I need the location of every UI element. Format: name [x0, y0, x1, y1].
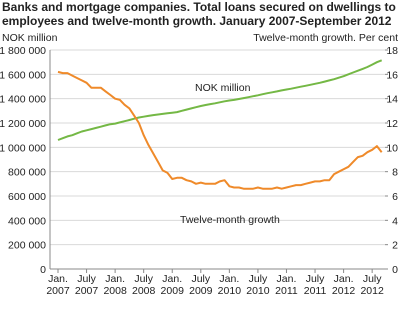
- y-tick-label: 800 000: [8, 167, 46, 179]
- x-tick-label: Jan. 2010: [218, 273, 242, 297]
- x-tick-label: Jan. 2009: [161, 273, 185, 297]
- y-tick-label: 200 000: [8, 240, 46, 252]
- x-tick-label: July 2009: [189, 273, 213, 297]
- x-tick-label: Jan. 2008: [103, 273, 127, 297]
- y2-tick-label: 18: [386, 45, 398, 57]
- y-tick-label: 1 400 000: [0, 94, 46, 106]
- y2-tick-label: 12: [386, 118, 398, 130]
- x-tick-label: Jan. 2007: [46, 273, 70, 297]
- y2-tick-label: 14: [386, 94, 398, 106]
- chart-title: Banks and mortgage companies. Total loan…: [2, 0, 396, 14]
- x-tick-label: July 2010: [246, 273, 270, 297]
- x-tick-label: Jan. 2012: [332, 273, 356, 297]
- chart-title: employees and twelve-month growth. Janua…: [2, 14, 392, 28]
- series-line: [57, 59, 383, 141]
- y2-tick-label: 16: [386, 69, 398, 81]
- x-tick-label: Jan. 2011: [275, 273, 298, 297]
- y-tick-label: 1 800 000: [0, 45, 46, 57]
- x-tick-label: July 2012: [360, 273, 384, 297]
- y-tick-label: 0: [40, 264, 46, 276]
- y2-tick-label: 4: [392, 215, 398, 227]
- y2-tick-label: 2: [392, 240, 398, 252]
- y-axis-label: NOK million: [2, 32, 58, 44]
- y2-tick-label: 10: [386, 142, 398, 154]
- series-label: NOK million: [195, 82, 251, 94]
- x-tick-label: July 2008: [132, 273, 156, 297]
- series-line: [57, 70, 383, 190]
- y-tick-label: 400 000: [8, 215, 46, 227]
- y-tick-label: 1 600 000: [0, 69, 46, 81]
- x-tick-label: July 2011: [304, 273, 327, 297]
- x-tick-label: July 2007: [75, 273, 99, 297]
- y2-tick-label: 8: [392, 167, 398, 179]
- y2-tick-label: 0: [392, 264, 398, 276]
- series-label: Twelve-month growth: [180, 214, 280, 226]
- y2-axis-label: Twelve-month growth. Per cent: [253, 32, 398, 44]
- y-tick-label: 1 200 000: [0, 118, 46, 130]
- y2-tick-label: 6: [392, 191, 398, 203]
- y-tick-label: 1 000 000: [0, 142, 46, 154]
- y-tick-label: 600 000: [8, 191, 46, 203]
